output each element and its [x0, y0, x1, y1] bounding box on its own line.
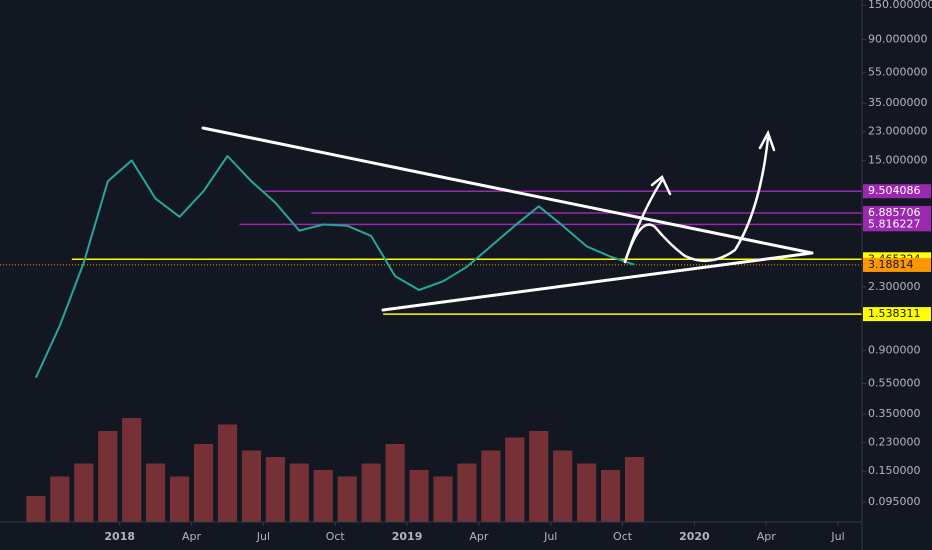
- y-tick-label: 2.300000: [868, 280, 921, 293]
- y-tick-label: 0.095000: [868, 495, 921, 508]
- y-tick-label: 90.000000: [868, 32, 928, 45]
- y-tick-label: 0.230000: [868, 435, 921, 448]
- drawings: [201, 126, 814, 312]
- volume-bar: [289, 463, 309, 522]
- arrow-head: [758, 129, 776, 152]
- y-tick-label: 0.550000: [868, 377, 921, 390]
- volume-bar: [313, 470, 333, 522]
- x-tick-label: Oct: [613, 530, 633, 543]
- volume-bar: [337, 476, 357, 522]
- volume-bar: [553, 450, 573, 522]
- x-tick-label: Apr: [469, 530, 489, 543]
- x-tick-label: Oct: [326, 530, 346, 543]
- x-tick-label: Jul: [256, 530, 270, 543]
- x-tick-label: 2020: [679, 530, 710, 543]
- volume-bar: [577, 463, 597, 522]
- volume-bar: [385, 444, 405, 522]
- price-level-badge: [863, 205, 931, 220]
- price-level-label: 9.504086: [868, 184, 921, 197]
- price-level-label: 6.885706: [868, 206, 921, 219]
- y-tick-label: 35.000000: [868, 96, 928, 109]
- volume-bar: [433, 476, 453, 522]
- x-tick-label: 2019: [392, 530, 423, 543]
- price-level-label: 5.816227: [868, 217, 921, 230]
- y-tick-label: 15.000000: [868, 153, 928, 166]
- volume-bar: [241, 450, 261, 522]
- price-level-badge: [863, 217, 931, 232]
- y-tick-label: 0.150000: [868, 464, 921, 477]
- volume-bar: [98, 431, 118, 522]
- x-tick-label: Apr: [182, 530, 202, 543]
- volume-bar: [74, 463, 94, 522]
- y-tick-label: 55.000000: [868, 66, 928, 79]
- volume-bar: [217, 424, 238, 522]
- trendline-lower: [381, 251, 814, 312]
- y-tick-label: 150.000000: [868, 0, 932, 11]
- price-level-badge: [863, 184, 931, 199]
- volume-bar: [170, 476, 190, 522]
- volume-bar: [26, 496, 46, 522]
- axes-layer: 150.000000 90.000000 55.000000 35.000000 23.…: [104, 0, 932, 543]
- price-line: [34, 155, 635, 379]
- x-tick-label: Apr: [757, 530, 777, 543]
- volume-bar: [529, 431, 549, 522]
- volume-bar: [361, 463, 381, 522]
- volume-bar: [601, 470, 621, 522]
- volume-layer: [26, 418, 645, 522]
- arrow-head: [650, 175, 672, 196]
- volume-bar: [409, 470, 429, 522]
- price-level-badge: [863, 307, 931, 322]
- price-level-badge: [863, 257, 931, 272]
- volume-bar: [265, 457, 285, 522]
- trendline-upper: [201, 126, 814, 255]
- x-tick-label: 2018: [104, 530, 135, 543]
- x-tick-label: Jul: [543, 530, 557, 543]
- y-tick-label: 0.900000: [868, 343, 921, 356]
- volume-bar: [505, 437, 525, 522]
- volume-bar: [193, 444, 214, 522]
- x-tick-label: Jul: [830, 530, 844, 543]
- volume-bar: [481, 450, 501, 522]
- volume-bar: [457, 463, 477, 522]
- y-tick-label: 0.350000: [868, 407, 921, 420]
- price-layer: [34, 155, 635, 379]
- y-tick-label: 23.000000: [868, 125, 928, 138]
- volume-bar: [624, 457, 645, 522]
- price-level-label: 3.18814: [868, 258, 914, 271]
- volume-bar: [146, 463, 166, 522]
- volume-bar: [122, 418, 142, 522]
- price-level-label: 1.538311: [868, 307, 921, 320]
- volume-bar: [50, 476, 70, 522]
- arrow-path: [623, 136, 770, 264]
- levels-layer: [0, 190, 862, 315]
